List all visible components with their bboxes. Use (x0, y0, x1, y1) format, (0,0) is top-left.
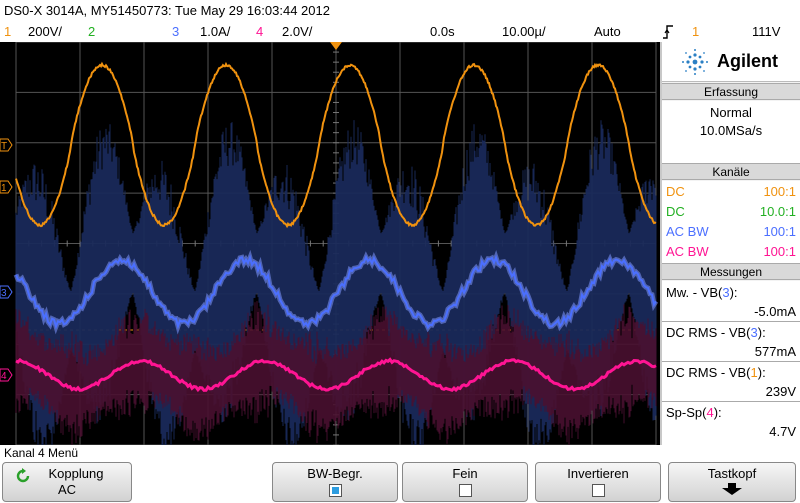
trigger-mode[interactable]: Auto (594, 24, 621, 39)
ch1-trace (15, 61, 657, 229)
ch1-ground-marker: 1 (1, 183, 7, 194)
acquisition-mode: Normal (710, 105, 752, 120)
info-panel: Agilent Erfassung Normal 10.0MSa/s Kanäl… (660, 42, 800, 445)
channel-row-3[interactable]: AC BW 100:1 (664, 222, 798, 241)
softkey-label: BW-Begr. (307, 466, 363, 481)
channel-probe: 100:1 (763, 184, 796, 199)
fine-softkey[interactable]: Fein (402, 462, 528, 502)
channel-row-1[interactable]: DC 100:1 (664, 182, 798, 201)
ch3-number[interactable]: 3 (172, 24, 180, 39)
measurement-value: 239V (765, 384, 796, 399)
ch1-ground-marker-shape (0, 180, 13, 194)
measurement-value: -5.0mA (754, 304, 796, 319)
softkey-bar: Kopplung AC BW-Begr. Fein Invertieren Ta… (0, 460, 800, 503)
ch3-ground-marker: 3 (1, 288, 7, 299)
measurement-value: 4.7V (769, 424, 796, 439)
channel-coupling: DC (666, 184, 685, 199)
spark-logo-icon (682, 49, 708, 75)
acquisition-header: Erfassung (662, 83, 800, 100)
channel-probe: 100:1 (763, 224, 796, 239)
ch4-ground-marker: 4 (1, 371, 7, 382)
trigger-edge-icon (662, 24, 674, 43)
waveform-canvas: T 1 3 4 (0, 42, 659, 445)
coupling-softkey[interactable]: Kopplung AC (2, 462, 132, 502)
softkey-label: Kopplung (48, 466, 104, 481)
softkey-label: Invertieren (567, 466, 629, 481)
acquisition-section: Normal 10.0MSa/s (662, 101, 800, 163)
invert-checkbox[interactable] (591, 484, 605, 497)
time-scale[interactable]: 10.00µ/ (502, 24, 546, 39)
menu-title: Kanal 4 Menü (4, 446, 79, 460)
window-title: DS0-X 3014A, MY51450773: Tue May 29 16:0… (4, 3, 330, 18)
ch3-scale[interactable]: 1.0A/ (200, 24, 231, 39)
channels-section: DC 100:1 DC 10.0:1 AC BW 100:1 AC BW 100… (662, 181, 800, 263)
channel-row-4[interactable]: AC BW 100:1 (664, 242, 798, 261)
measurement-label: Mw. - VB(3): (666, 285, 738, 300)
ch3-ground-marker-shape (0, 285, 13, 299)
ch1-scale[interactable]: 200V/ (28, 24, 62, 39)
fine-checkbox[interactable] (458, 484, 472, 497)
softkey-label: Fein (452, 466, 478, 481)
trigger-channel[interactable]: 1 (692, 24, 700, 39)
channel-probe: 10.0:1 (759, 204, 796, 219)
channel-probe: 100:1 (763, 244, 796, 259)
trigger-marker: T (1, 141, 7, 152)
measurement-label: DC RMS - VB(3): (666, 325, 766, 340)
channel-coupling: AC BW (666, 224, 709, 239)
channel-status-bar: 1 200V/ 2 3 1.0A/ 4 2.0V/ 0.0s 10.00µ/ A… (0, 22, 800, 42)
sample-rate: 10.0MSa/s (699, 123, 763, 138)
brand-logo: Agilent (662, 42, 800, 82)
ch2-number[interactable]: 2 (88, 24, 96, 39)
waveform-display[interactable]: T 1 3 4 (0, 42, 660, 445)
time-offset[interactable]: 0.0s (430, 24, 455, 39)
measurements-section: Mw. - VB(3): -5.0mA DC RMS - VB(3): 577m… (662, 281, 800, 445)
trigger-marker-shape (0, 138, 13, 152)
brand-name: Agilent (717, 51, 778, 71)
measurement-label: DC RMS - VB(1): (666, 365, 766, 380)
ch4-scale[interactable]: 2.0V/ (282, 24, 313, 39)
ch1-number[interactable]: 1 (4, 24, 12, 39)
softkey-label: Tastkopf (707, 466, 757, 481)
channel-coupling: AC BW (666, 244, 709, 259)
softkey-value: AC (57, 482, 77, 497)
ch4-number[interactable]: 4 (256, 24, 264, 39)
probe-softkey[interactable]: Tastkopf (668, 462, 796, 502)
channel-row-2[interactable]: DC 10.0:1 (664, 202, 798, 221)
ch4-trace (15, 357, 657, 393)
invert-softkey[interactable]: Invertieren (535, 462, 661, 502)
submenu-arrow-icon (722, 483, 742, 495)
ch4-ground-marker-shape (0, 368, 13, 382)
trigger-position-marker (330, 42, 342, 50)
trigger-level[interactable]: 111V (752, 24, 781, 39)
channel-coupling: DC (666, 204, 685, 219)
measurements-header: Messungen (662, 263, 800, 280)
rotate-knob-icon (16, 468, 30, 483)
measurement-label: Sp-Sp(4): (666, 405, 722, 420)
channels-header: Kanäle (662, 163, 800, 180)
measurement-value: 577mA (754, 344, 796, 359)
ch3-trace (15, 254, 657, 330)
bw-limit-checkbox[interactable] (328, 484, 342, 497)
title-bar: DS0-X 3014A, MY51450773: Tue May 29 16:0… (0, 0, 800, 22)
bw-limit-softkey[interactable]: BW-Begr. (272, 462, 398, 502)
